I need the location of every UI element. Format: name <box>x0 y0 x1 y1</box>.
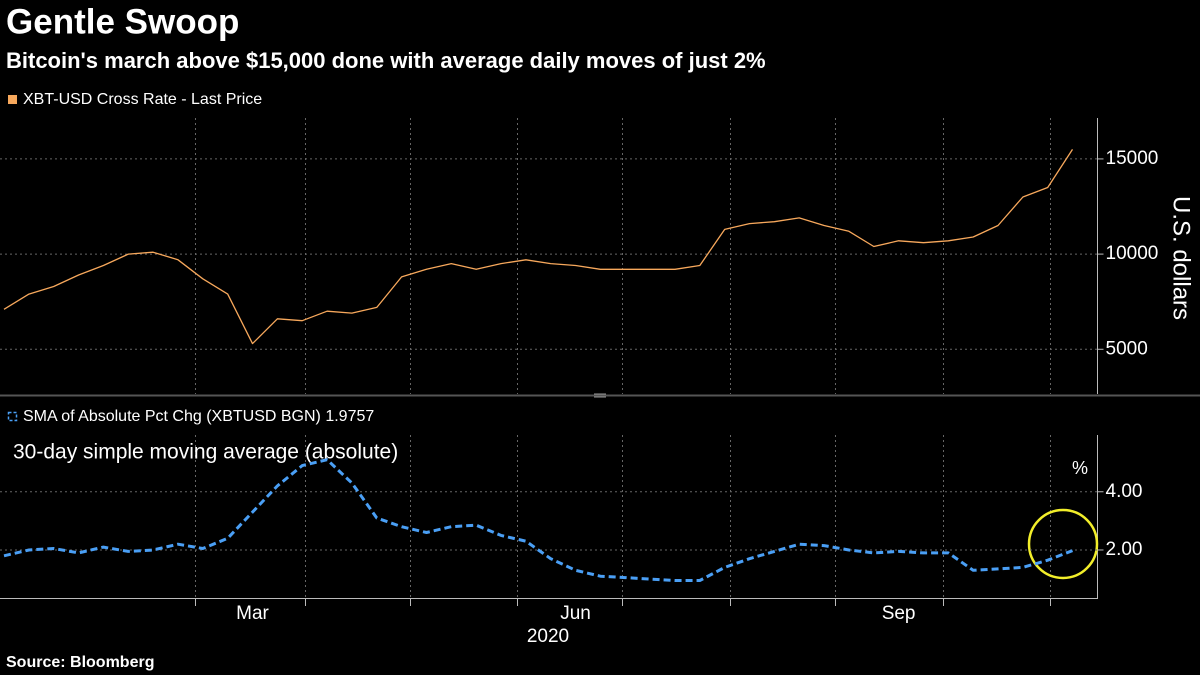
chart-subtitle: Bitcoin's march above $15,000 done with … <box>6 48 766 73</box>
annotation: 30-day simple moving average (absolute) <box>13 441 398 464</box>
y-unit: % <box>1072 458 1088 478</box>
x-ticks <box>195 598 1051 606</box>
y-axis-label: U.S. dollars <box>1168 196 1195 320</box>
x-tick-label: Jun <box>560 603 591 624</box>
x-tick-label: Mar <box>236 603 269 624</box>
y-tick-label: 10000 <box>1106 243 1159 264</box>
legend-swatch <box>8 95 17 104</box>
series-line <box>3 458 1074 582</box>
y-tick-label: 5000 <box>1106 338 1148 359</box>
chart-title: Gentle Swoop <box>6 2 239 41</box>
legend-label: XBT-USD Cross Rate - Last Price <box>23 91 262 108</box>
legend-swatch <box>7 411 18 422</box>
x-tick-label: Sep <box>882 603 916 624</box>
source: Source: Bloomberg <box>6 654 154 671</box>
y-tick-label: 2.00 <box>1106 539 1143 560</box>
legend-label: SMA of Absolute Pct Chg (XBTUSD BGN) 1.9… <box>23 408 374 425</box>
y-tick-label: 15000 <box>1106 148 1159 169</box>
vertical-grid <box>195 118 1051 598</box>
x-axis-label: 2020 <box>527 626 569 647</box>
highlight-circle <box>1027 508 1099 580</box>
series-line <box>3 149 1074 345</box>
y-tick-label: 4.00 <box>1106 481 1143 502</box>
